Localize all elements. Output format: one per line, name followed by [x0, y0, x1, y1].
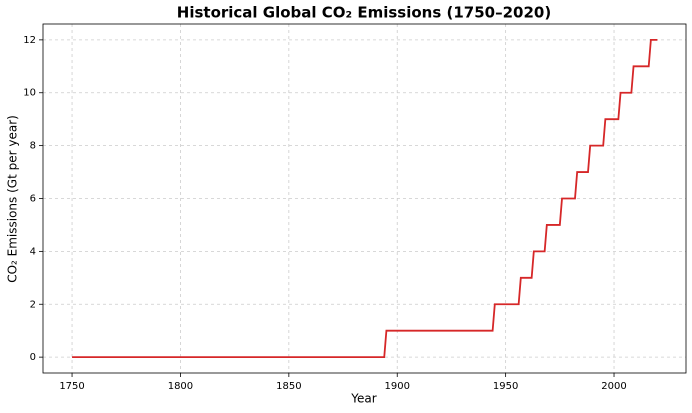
x-tick-label: 1850	[276, 381, 301, 392]
x-tick-label: 2000	[601, 381, 626, 392]
y-tick-label: 10	[23, 88, 36, 99]
y-tick-label: 0	[30, 352, 36, 363]
y-tick-label: 2	[30, 299, 36, 310]
x-axis-label: Year	[350, 392, 376, 406]
data-line	[72, 38, 658, 359]
y-tick-label: 8	[30, 141, 36, 152]
x-tick-label: 1750	[59, 381, 84, 392]
y-tick-label: 4	[30, 246, 36, 257]
y-tick-label: 6	[30, 194, 36, 205]
chart-title: Historical Global CO₂ Emissions (1750–20…	[177, 4, 551, 22]
x-tick-label: 1950	[493, 381, 518, 392]
x-tick-label: 1900	[385, 381, 410, 392]
plot-frame	[42, 23, 687, 374]
x-tick-label: 1800	[168, 381, 193, 392]
y-tick-label: 12	[23, 35, 36, 46]
y-axis-label: CO₂ Emissions (Gt per year)	[6, 115, 20, 283]
